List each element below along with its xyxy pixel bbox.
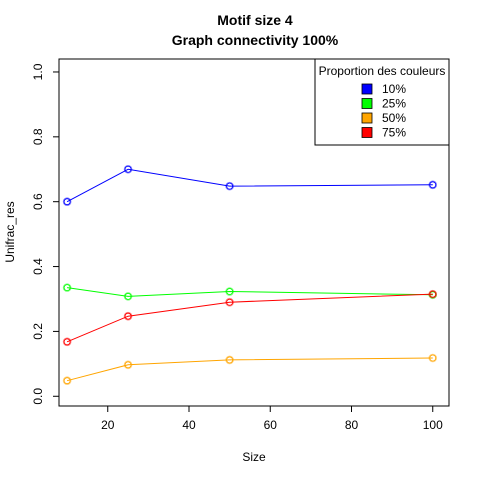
series-3: [62, 289, 438, 347]
y-axis: 0.0 0.2 0.4 0.6 0.8 1.0: [31, 63, 59, 405]
data-point: [123, 311, 133, 321]
data-point-inner: [63, 377, 71, 385]
data-point-inner: [226, 298, 234, 306]
series-0: [62, 164, 438, 206]
legend-box: [314, 58, 450, 146]
data-point-inner: [124, 361, 132, 369]
data-point: [225, 355, 234, 365]
y-tick-label: 0.4: [31, 258, 45, 275]
y-tick-label: 0.2: [31, 323, 45, 340]
legend-swatch: [361, 112, 373, 124]
legend-swatch: [361, 127, 373, 138]
legend: Proportion des couleurs 10%25%50%75%: [314, 58, 450, 146]
data-point-inner: [124, 312, 132, 320]
data-point: [225, 287, 234, 296]
x-tick-label: 80: [345, 418, 359, 432]
data-point: [428, 289, 438, 299]
y-tick-label: 1.0: [31, 63, 45, 80]
series-line: [66, 293, 433, 343]
data-point-inner: [429, 290, 437, 298]
legend-entry-label: 10%: [382, 82, 406, 96]
series-2: [62, 353, 438, 386]
x-axis: 20 40 60 80 100: [101, 406, 443, 432]
data-point-inner: [429, 181, 437, 189]
legend-entry-label: 25%: [382, 97, 406, 111]
data-point: [225, 297, 234, 307]
legend-entry-label: 50%: [382, 111, 406, 125]
data-point-inner: [226, 182, 234, 190]
chart-title: Motif size 4: [217, 12, 293, 28]
data-point-inner: [124, 165, 132, 173]
x-tick-label: 20: [101, 418, 115, 432]
data-point: [428, 353, 438, 363]
data-point: [123, 292, 133, 301]
data-point: [62, 337, 72, 347]
series-layer: [62, 164, 438, 386]
series-line: [67, 287, 433, 297]
x-tick-label: 40: [182, 418, 196, 432]
data-point-inner: [63, 338, 71, 346]
data-point: [123, 164, 133, 174]
data-point: [62, 376, 72, 386]
data-point: [428, 180, 438, 190]
data-point-inner: [124, 292, 132, 300]
plot-frame: [58, 58, 450, 407]
series-line: [66, 168, 433, 203]
data-point: [123, 360, 133, 370]
data-point: [62, 283, 72, 292]
y-axis-label: Unifrac_res: [3, 201, 17, 262]
legend-entry-label: 75%: [382, 126, 406, 140]
data-point: [62, 197, 72, 206]
data-point-inner: [63, 284, 71, 292]
series-line: [66, 357, 433, 382]
data-point-inner: [226, 288, 234, 295]
data-point-inner: [63, 198, 71, 206]
x-axis-label: Size: [242, 450, 266, 464]
data-point-inner: [429, 354, 437, 362]
legend-title: Proportion des couleurs: [319, 64, 446, 78]
legend-entries: 10%25%50%75%: [361, 82, 406, 140]
x-tick-label: 100: [423, 418, 443, 432]
series-1: [62, 283, 438, 301]
x-tick-label: 60: [264, 418, 278, 432]
legend-swatch: [361, 98, 373, 109]
y-tick-label: 0.6: [31, 193, 45, 210]
chart-subtitle: Graph connectivity 100%: [172, 32, 339, 48]
y-tick-label: 0.0: [31, 388, 45, 405]
legend-swatch: [361, 83, 373, 95]
data-point-inner: [226, 356, 234, 364]
y-tick-label: 0.8: [31, 128, 45, 145]
data-point: [225, 181, 234, 191]
